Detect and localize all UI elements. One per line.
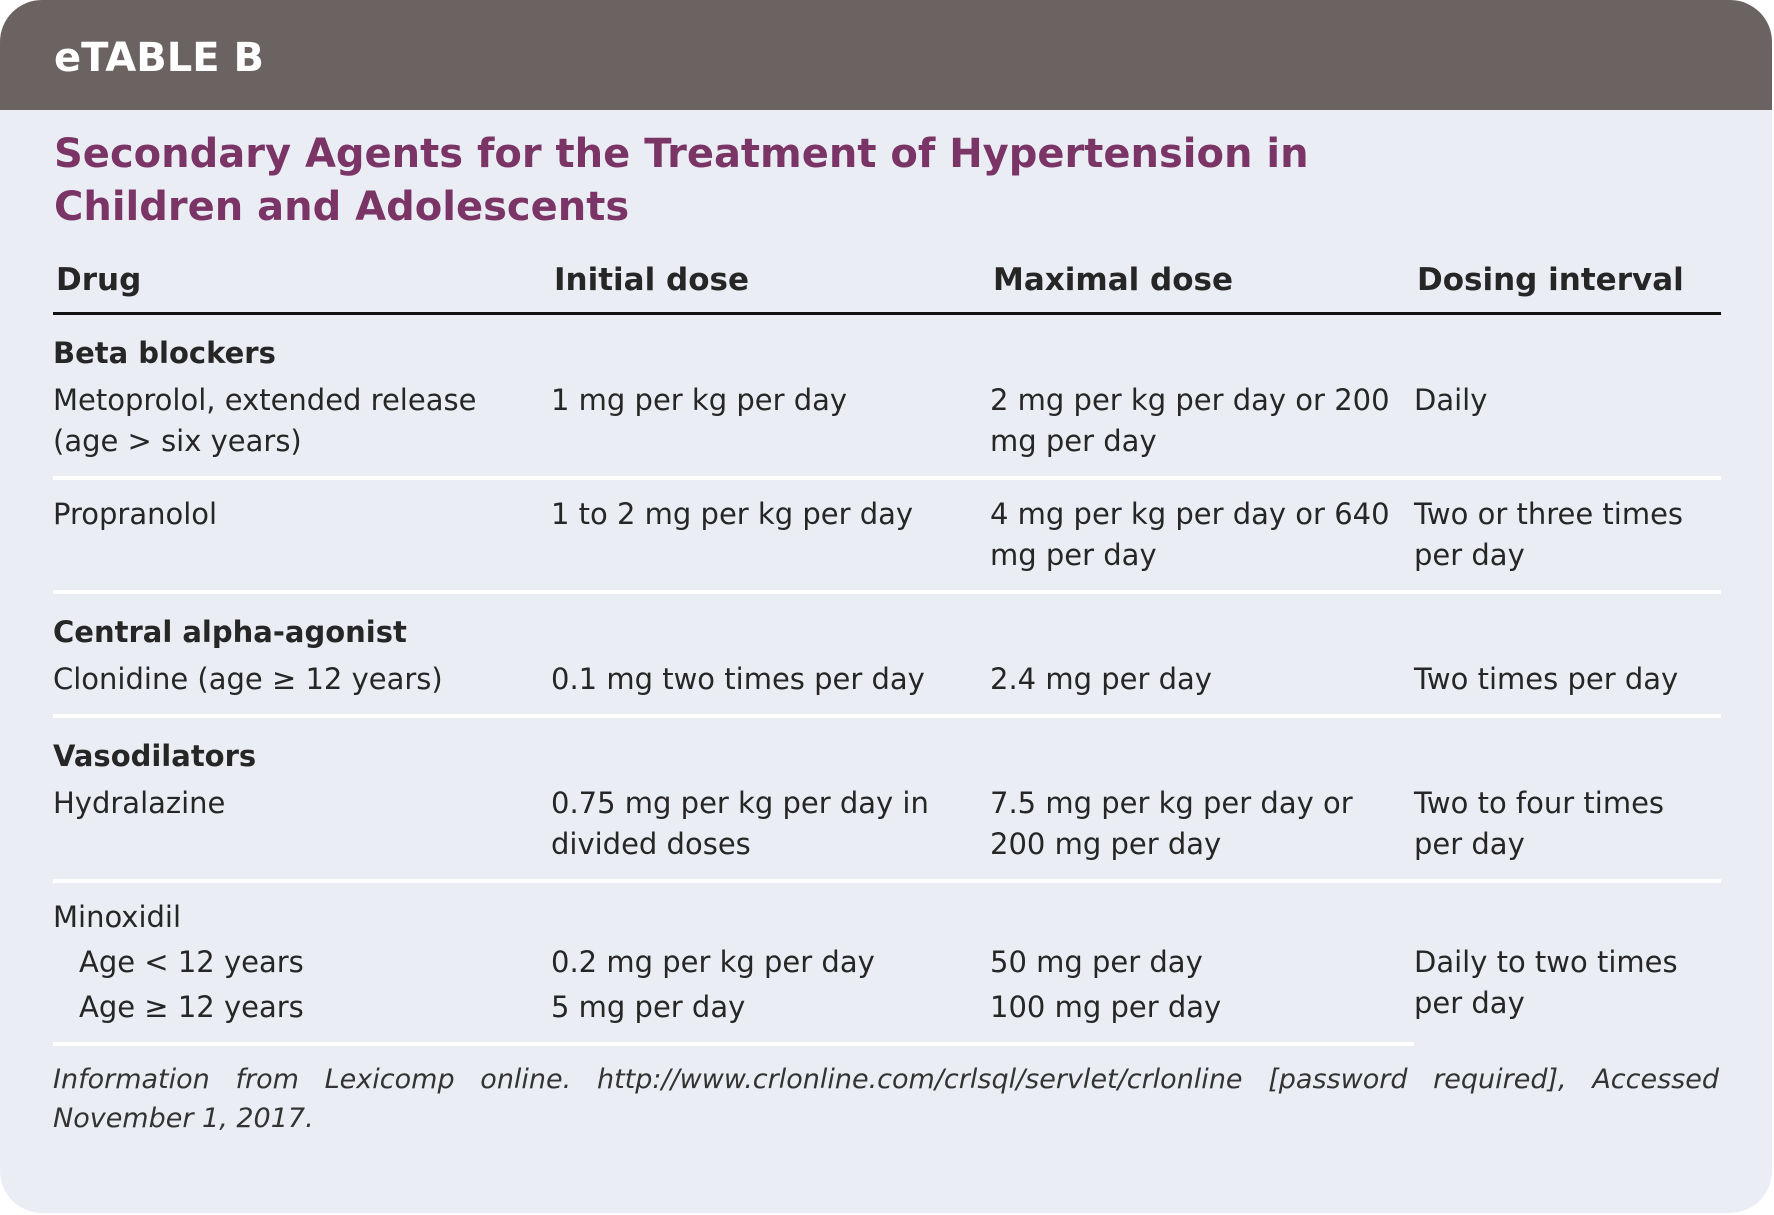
- cell-interval: Daily: [1414, 380, 1721, 480]
- footnote: Information from Lexicomp online. http:/…: [53, 1064, 1719, 1134]
- header-label: eTABLE B: [0, 0, 1772, 110]
- cell-maximal: 100 mg per day: [990, 987, 1414, 1046]
- cell-drug: Minoxidil: [53, 900, 182, 934]
- cell-initial: 0.75 mg per kg per day in divided doses: [551, 783, 990, 883]
- cell-maximal: 7.5 mg per kg per day or 200 mg per day: [990, 783, 1414, 883]
- column-header: Maximal dose: [990, 256, 1414, 315]
- cell-initial: 1 mg per kg per day: [551, 380, 990, 480]
- cell-drug: Hydralazine: [53, 783, 551, 883]
- cell-interval: Daily to two times per day: [1414, 945, 1678, 1020]
- section-row: Beta blockers: [53, 314, 1721, 381]
- section-heading: Beta blockers: [53, 336, 276, 370]
- cell-interval: Two times per day: [1414, 659, 1721, 718]
- cell-maximal: 2 mg per kg per day or 200 mg per day: [990, 380, 1414, 480]
- sub-row: Age ≥ 12 years 5 mg per day 100 mg per day: [53, 987, 1721, 1046]
- table-title: Secondary Agents for the Treatment of Hy…: [54, 131, 1309, 230]
- cell-drug: Age < 12 years: [79, 945, 304, 979]
- cell-maximal: 4 mg per kg per day or 640 mg per day: [990, 478, 1414, 594]
- drug-row: Hydralazine 0.75 mg per kg per day in div…: [53, 783, 1721, 883]
- cell-initial: 1 to 2 mg per kg per day: [551, 478, 990, 594]
- cell-initial: 0.2 mg per kg per day: [551, 945, 875, 979]
- column-header: Dosing interval: [1414, 256, 1721, 315]
- cell-drug: Propranolol: [53, 478, 551, 594]
- sub-row: Age < 12 years 0.2 mg per kg per day 50 mg…: [53, 942, 1721, 1020]
- cell-initial: 0.1 mg two times per day: [551, 659, 990, 718]
- cell-interval: Two or three times per day: [1414, 478, 1721, 594]
- cell-maximal: 2.4 mg per day: [990, 659, 1414, 718]
- cell-drug: Age ≥ 12 years: [53, 987, 551, 1046]
- section-row: Central alpha-agonist: [53, 592, 1721, 659]
- cell-drug: Clonidine (age ≥ 12 years): [53, 659, 551, 718]
- drug-row: Minoxidil: [53, 881, 1721, 942]
- cell-maximal: 50 mg per day: [990, 945, 1203, 979]
- column-header: Initial dose: [551, 256, 990, 315]
- cell-initial: 5 mg per day: [551, 987, 990, 1046]
- column-header: Drug: [53, 256, 551, 315]
- drug-row: Metoprolol, extended release (age > six …: [53, 380, 1721, 480]
- section-heading: Vasodilators: [53, 739, 257, 773]
- drug-row: Clonidine (age ≥ 12 years) 0.1 mg two tim…: [53, 659, 1721, 718]
- header-row: Drug Initial dose Maximal dose Dosing inter…: [53, 256, 1721, 315]
- cell-drug: Metoprolol, extended release (age > six …: [53, 380, 551, 480]
- section-row: Vasodilators: [53, 716, 1721, 783]
- cell-interval: Two to four times per day: [1414, 783, 1721, 883]
- section-heading: Central alpha-agonist: [53, 615, 407, 649]
- drug-row: Propranolol 1 to 2 mg per kg per day 4 mg …: [53, 478, 1721, 594]
- drug-table: Drug Initial dose Maximal dose Dosing inter…: [53, 256, 1721, 1046]
